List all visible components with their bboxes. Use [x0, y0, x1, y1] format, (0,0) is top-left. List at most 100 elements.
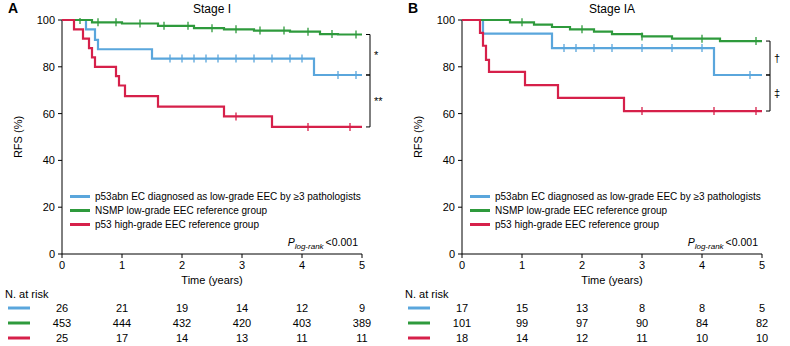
risk-row-swatch [408, 337, 430, 340]
y-tick-label: 20 [43, 201, 55, 213]
censor-mark [187, 22, 188, 30]
y-tick [58, 66, 62, 67]
x-tick-label: 1 [119, 259, 125, 271]
y-tick-label: 100 [37, 14, 55, 26]
risk-count: 13 [236, 332, 248, 344]
risk-count: 11 [356, 332, 367, 344]
legend-label: p53abn EC diagnosed as low-grade EEC by … [95, 191, 361, 202]
censor-mark [521, 18, 522, 26]
censor-mark [563, 44, 564, 52]
plot-area [462, 18, 762, 115]
censor-mark [301, 55, 302, 63]
x-tick-label: 4 [299, 259, 305, 271]
censor-mark [671, 44, 672, 52]
risk-count: 82 [756, 317, 768, 329]
censor-mark [307, 28, 308, 36]
legend-label: p53abn EC diagnosed as low-grade EEC by … [495, 191, 761, 202]
risk-row-swatch [408, 307, 430, 310]
y-tick [458, 254, 462, 255]
censor-mark [713, 107, 714, 115]
x-axis [462, 254, 762, 255]
p-value: Plog-rank<0.001 [288, 236, 358, 251]
risk-row-swatch [8, 322, 30, 325]
x-axis-label: Time (years) [181, 274, 242, 286]
y-tick-label: 100 [437, 14, 455, 26]
y-tick [458, 207, 462, 208]
p-text: <0.001 [726, 236, 759, 248]
x-tick [62, 254, 63, 258]
censor-mark [581, 25, 582, 33]
p-subscript: log-rank [295, 242, 325, 251]
censor-mark [641, 32, 642, 40]
risk-count: 453 [53, 317, 71, 329]
risk-count: 10 [696, 332, 708, 344]
survival-curve [462, 20, 762, 41]
risk-count: 11 [636, 332, 647, 344]
y-tick [458, 20, 462, 21]
p-subscript: log-rank [695, 242, 725, 251]
censor-mark [755, 107, 756, 115]
censor-mark [593, 44, 594, 52]
legend-swatch [470, 209, 490, 212]
censor-mark [79, 18, 80, 24]
risk-count: 18 [456, 332, 468, 344]
panel: BStage IA020406080100012345Time (years)R… [405, 0, 780, 344]
risk-count: 420 [233, 317, 251, 329]
x-tick-label: 2 [179, 259, 185, 271]
legend-swatch [470, 195, 490, 198]
censor-mark [349, 123, 350, 131]
risk-count: 12 [296, 302, 308, 314]
x-axis-label: Time (years) [581, 274, 642, 286]
risk-table-label: N. at risk [5, 288, 49, 300]
x-tick-label: 4 [699, 259, 705, 271]
p-symbol: P [688, 236, 695, 248]
title: Stage IA [589, 2, 635, 16]
risk-count: 17 [116, 332, 128, 344]
legend-swatch [70, 223, 90, 226]
censor-mark [749, 71, 750, 79]
significance-bracket [766, 75, 770, 111]
risk-row-swatch [408, 322, 430, 325]
censor-mark [259, 27, 260, 35]
censor-mark [235, 112, 236, 120]
legend-swatch [70, 209, 90, 212]
title: Stage I [193, 2, 231, 16]
y-axis-label: RFS (%) [12, 116, 24, 158]
x-tick-label: 3 [639, 259, 645, 271]
risk-row-swatch [8, 337, 30, 340]
legend-label: p53 high-grade EEC reference group [495, 219, 659, 230]
y-axis-label: RFS (%) [412, 116, 424, 158]
legend-swatch [470, 223, 490, 226]
risk-count: 99 [516, 317, 528, 329]
censor-mark [641, 44, 642, 52]
y-axis [462, 20, 463, 254]
risk-count: 10 [756, 332, 768, 344]
x-tick [242, 254, 243, 258]
x-tick [462, 254, 463, 258]
censor-mark [271, 55, 272, 63]
x-tick-label: 5 [359, 259, 365, 271]
y-tick-label: 60 [43, 108, 55, 120]
y-tick-label: 80 [43, 61, 55, 73]
risk-count: 90 [636, 317, 648, 329]
survival-curve [462, 20, 762, 111]
x-tick [302, 254, 303, 258]
x-tick-label: 1 [519, 259, 525, 271]
panel-label: B [408, 0, 418, 16]
censor-mark [755, 37, 756, 45]
x-tick-label: 2 [579, 259, 585, 271]
censor-mark [575, 44, 576, 52]
risk-count: 21 [116, 302, 128, 314]
p-text: <0.001 [326, 236, 359, 248]
censor-mark [235, 55, 236, 63]
censor-mark [169, 55, 170, 63]
risk-count: 84 [696, 317, 708, 329]
risk-count: 5 [759, 302, 765, 314]
x-tick [182, 254, 183, 258]
x-tick [362, 254, 363, 258]
y-tick-label: 20 [443, 201, 455, 213]
risk-count: 19 [176, 302, 188, 314]
legend-label: NSMP low-grade EEC reference group [495, 205, 668, 216]
censor-mark [611, 44, 612, 52]
y-tick [58, 207, 62, 208]
